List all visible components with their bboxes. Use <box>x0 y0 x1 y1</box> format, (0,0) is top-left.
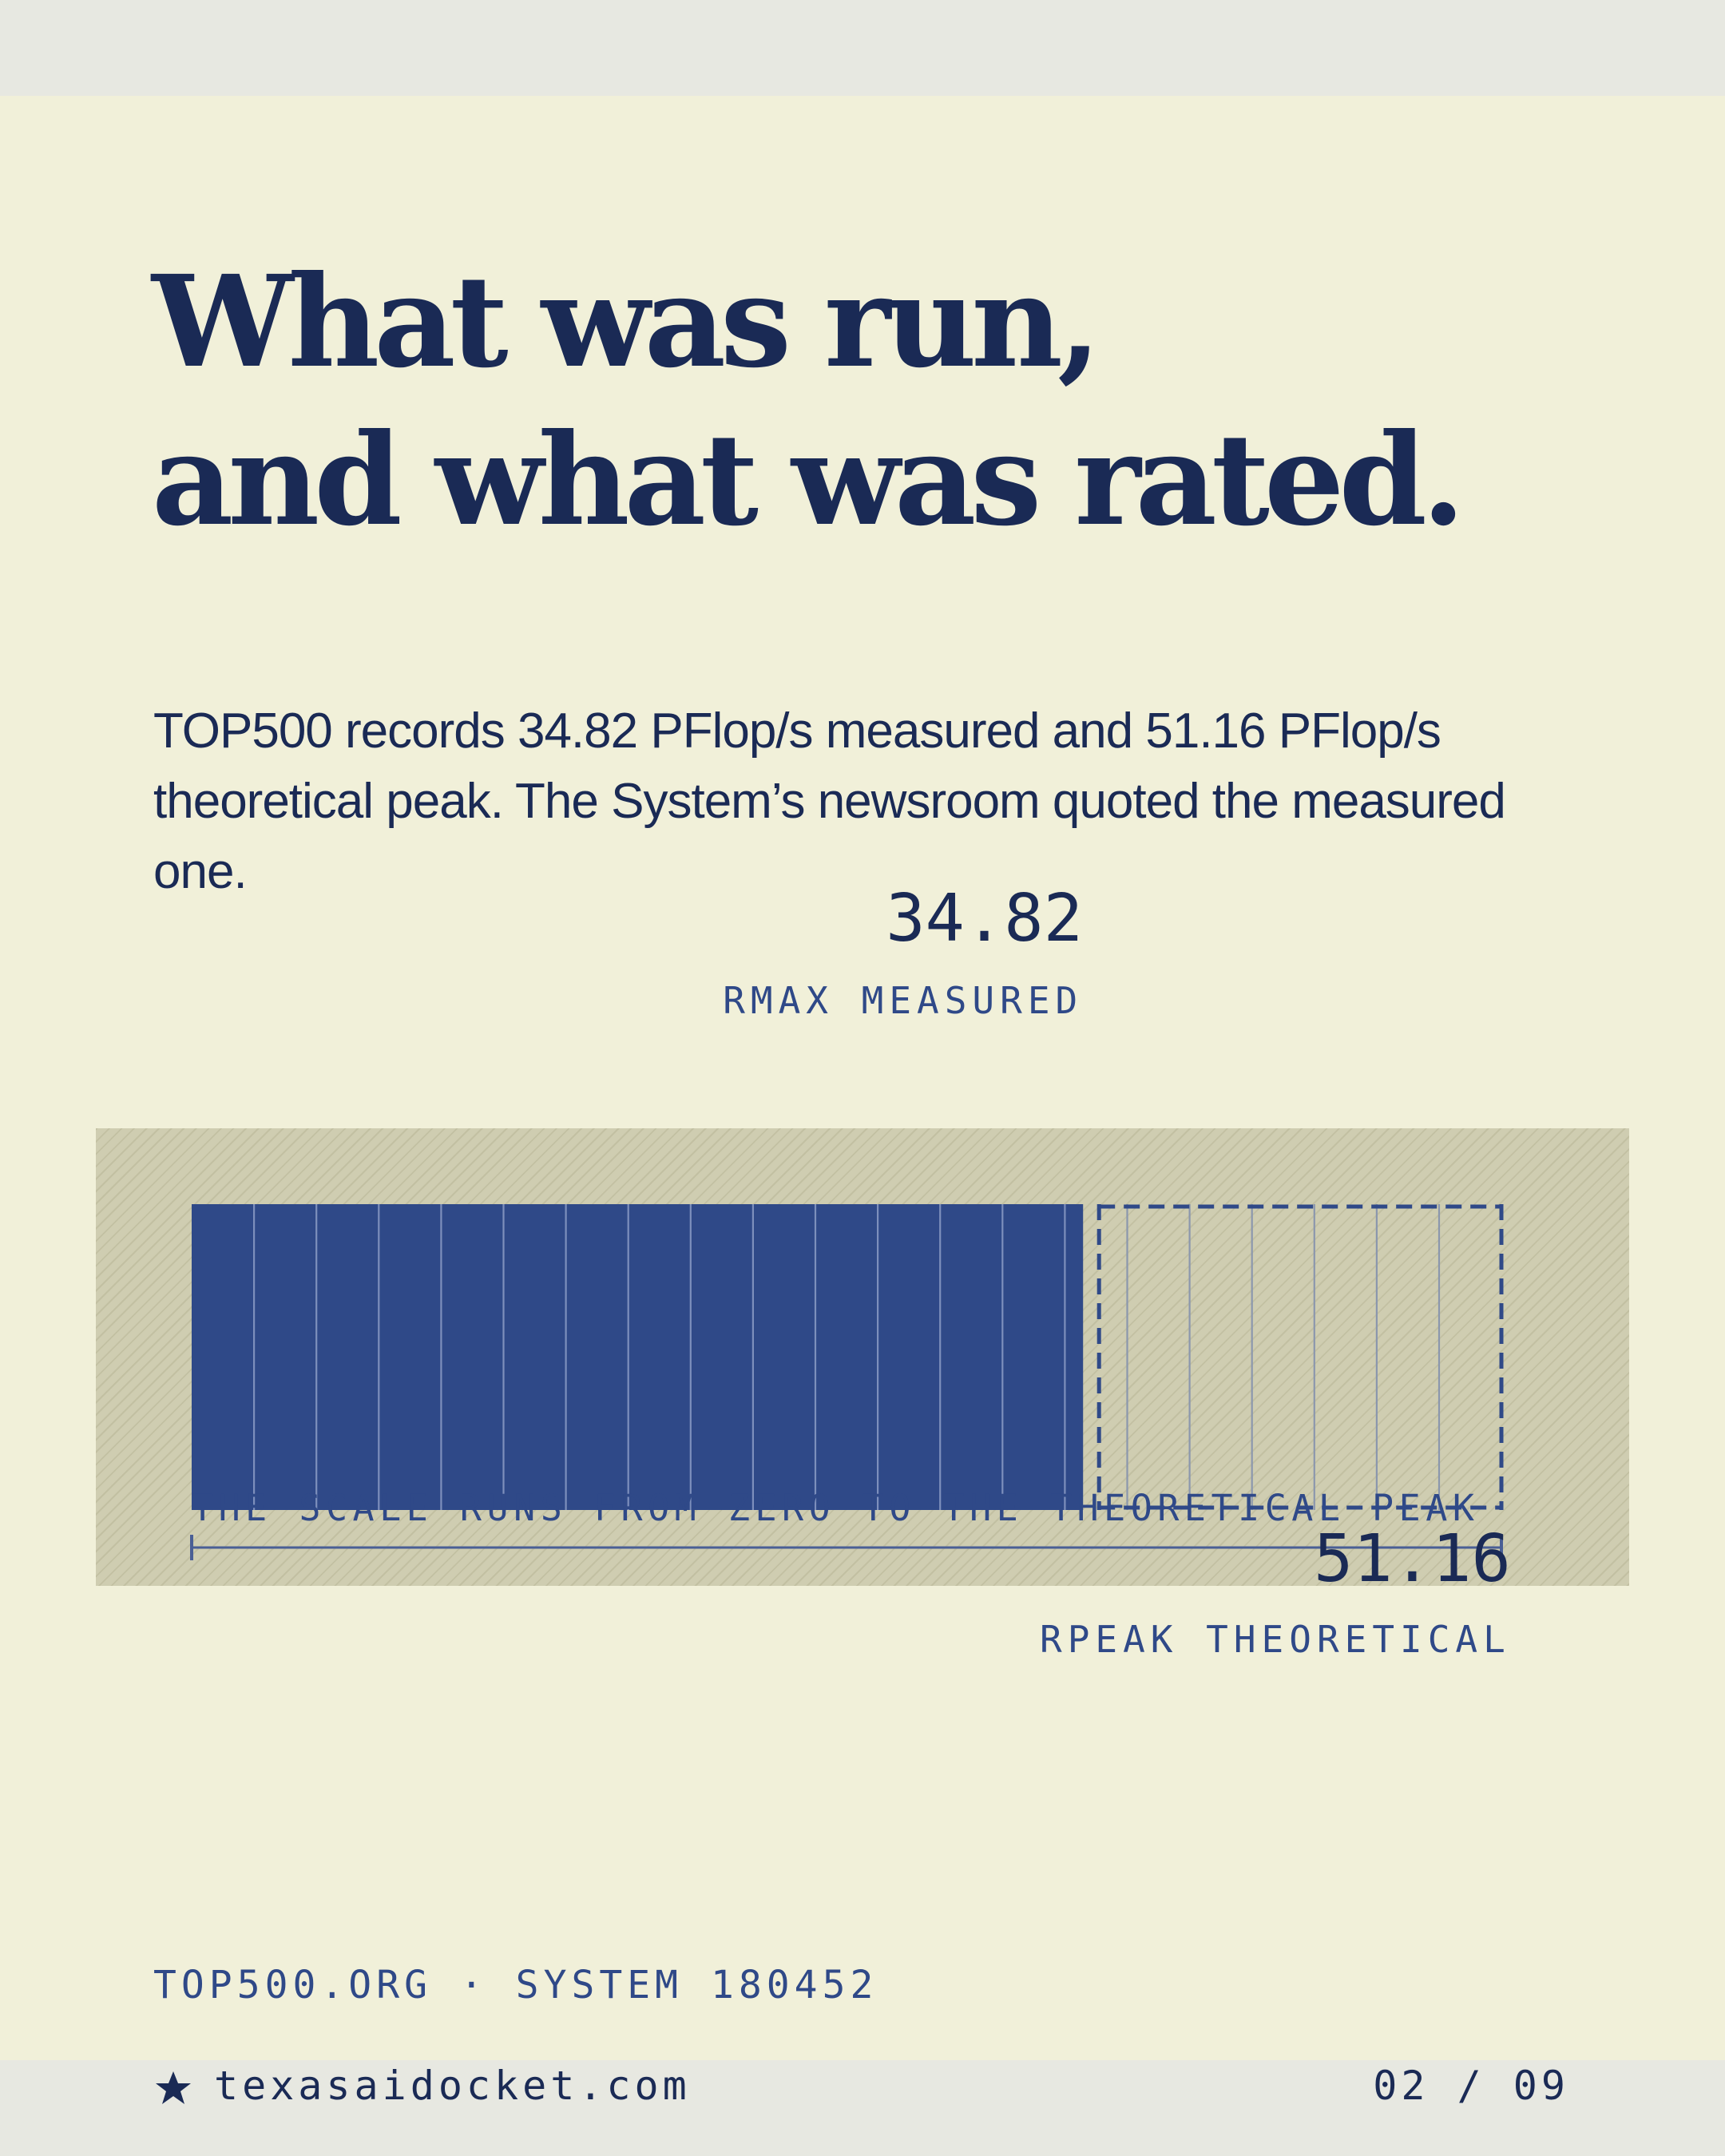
site-link[interactable]: texasaidocket.com <box>214 2063 691 2109</box>
source-line: TOP500.ORG · SYSTEM 180452 <box>153 1963 878 2007</box>
headline: What was run, and what was rated. <box>152 244 1465 560</box>
headline-line-1: What was run, <box>152 248 1101 396</box>
scale-note: THE SCALE RUNS FROM ZERO TO THE THEORETI… <box>192 1487 1480 1529</box>
bar-chart <box>190 1204 1504 1560</box>
star-icon <box>156 2071 191 2104</box>
rmax-bar <box>192 1204 1084 1510</box>
rmax-value-label: 34.82 <box>886 881 1084 957</box>
rpeak-value-label: 51.16 <box>1314 1521 1511 1597</box>
headline-line-2: and what was rated. <box>152 406 1465 554</box>
page-indicator: 02 / 09 <box>1373 2063 1569 2109</box>
subtitle: TOP500 records 34.82 PFlop/s measured an… <box>153 703 1506 899</box>
rmax-caption: RMAX MEASURED <box>723 979 1084 1022</box>
rpeak-caption: RPEAK THEORETICAL <box>1040 1618 1511 1661</box>
chart-area <box>96 1128 1629 1586</box>
card: What was run, and what was rated. TOP500… <box>0 96 1725 2106</box>
